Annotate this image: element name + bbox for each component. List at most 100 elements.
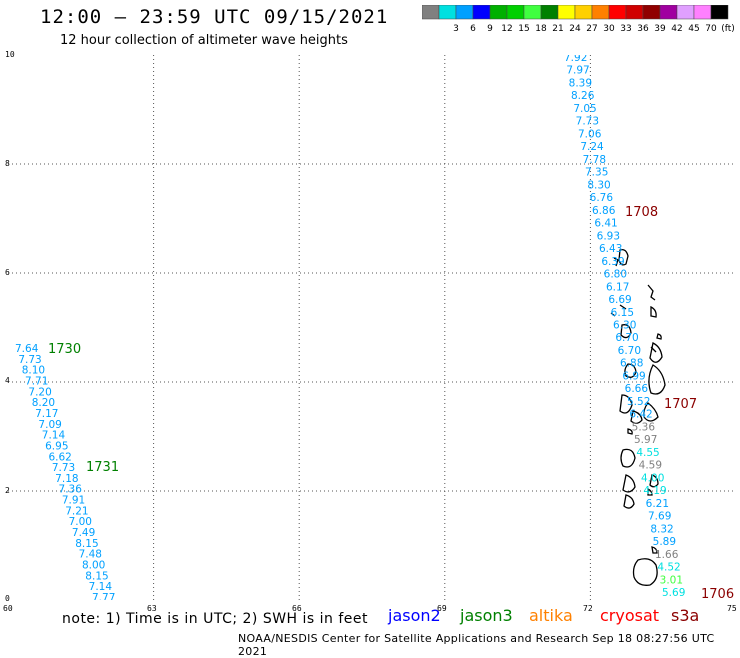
legend-swatch xyxy=(659,4,678,20)
legend-label: 36 xyxy=(637,24,649,34)
swh-value: 6.42 xyxy=(629,409,652,421)
atoll-outline xyxy=(649,342,663,363)
atoll-outline xyxy=(630,410,643,424)
legend-label: 70 xyxy=(705,24,717,34)
legend-swatch xyxy=(421,4,440,20)
legend-swatch xyxy=(693,4,712,20)
atoll-outline xyxy=(618,248,629,266)
atoll-outline xyxy=(610,312,616,317)
footer-source: NOAA/NESDIS Center for Satellite Applica… xyxy=(238,632,715,658)
legend-label: 33 xyxy=(620,24,631,34)
legend-swatch xyxy=(591,4,610,20)
satellite-name: altika xyxy=(529,606,573,625)
time-label: 1731 xyxy=(86,460,119,475)
legend-label: 42 xyxy=(671,24,682,34)
swh-value: 7.06 xyxy=(578,128,602,140)
swh-value: 7.48 xyxy=(79,549,102,561)
swh-value: 6.17 xyxy=(606,281,629,293)
atoll-outline xyxy=(632,558,658,586)
atoll-outline xyxy=(622,474,636,493)
legend-swatch xyxy=(625,4,644,20)
atoll-outline xyxy=(620,448,636,468)
swh-value: 7.14 xyxy=(42,430,66,442)
grid-lines xyxy=(8,55,736,600)
legend-swatch xyxy=(710,4,729,20)
legend-label: 3 xyxy=(453,24,459,34)
swh-value: 8.26 xyxy=(571,90,595,102)
swh-labels: 7.927.978.398.267.057.737.067.247.787.35… xyxy=(15,55,734,600)
swh-value: 8.10 xyxy=(22,365,45,377)
atoll-outline xyxy=(619,304,627,310)
swh-value: 7.73 xyxy=(576,116,599,128)
swh-value: 8.39 xyxy=(569,77,592,89)
legend-swatch xyxy=(574,4,593,20)
legend-swatch xyxy=(472,4,491,20)
swh-value: 6.41 xyxy=(594,218,617,230)
swh-value: 6.62 xyxy=(48,451,71,463)
legend-label: 24 xyxy=(569,24,581,34)
map-subtitle: 12 hour collection of altimeter wave hei… xyxy=(60,33,348,48)
atoll-outline xyxy=(619,394,633,414)
legend-label: 18 xyxy=(535,24,547,34)
swh-value: 8.20 xyxy=(32,397,55,409)
legend-swatch xyxy=(523,4,542,20)
legend-swatch xyxy=(438,4,457,20)
swh-value: 6.30 xyxy=(613,320,636,332)
legend-swatch xyxy=(608,4,627,20)
footer-note: note: 1) Time is in UTC; 2) SWH is in fe… xyxy=(62,611,369,627)
legend-label: 12 xyxy=(501,24,512,34)
swh-value: 4.55 xyxy=(636,447,659,459)
atoll-outline xyxy=(647,487,653,496)
y-tick-label: 10 xyxy=(5,50,15,59)
legend-swatch xyxy=(642,4,661,20)
swh-value: 6.70 xyxy=(618,345,641,357)
swh-value: 6.99 xyxy=(622,370,645,382)
swh-value: 7.73 xyxy=(18,354,41,366)
swh-value: 4.59 xyxy=(639,460,662,472)
swh-value: 8.00 xyxy=(82,560,105,572)
swh-value: 7.73 xyxy=(52,462,75,474)
atoll-outline xyxy=(624,363,637,378)
legend-label: 39 xyxy=(654,24,666,34)
map-svg: 7.927.978.398.267.057.737.067.247.787.35… xyxy=(8,55,736,600)
y-tick-label: 6 xyxy=(5,268,10,277)
legend-label: 30 xyxy=(603,24,615,34)
swh-value: 4.00 xyxy=(641,472,664,484)
atoll-outline xyxy=(613,257,619,267)
swh-value: 6.43 xyxy=(599,243,622,255)
legend-label: 9 xyxy=(487,24,493,34)
swh-value: 5.89 xyxy=(653,536,676,548)
swh-value: 7.97 xyxy=(566,65,589,77)
swh-value: 7.78 xyxy=(583,154,606,166)
atoll-outline xyxy=(647,284,656,301)
x-tick-label: 66 xyxy=(292,604,302,613)
legend-label: 21 xyxy=(552,24,563,34)
swh-value: 7.05 xyxy=(573,103,596,115)
satellite-name: jason3 xyxy=(460,606,513,625)
swh-value: 6.39 xyxy=(601,256,624,268)
swh-value: 7.64 xyxy=(15,343,39,355)
swh-value: 7.24 xyxy=(580,141,604,153)
satellite-name: cryosat xyxy=(600,606,660,625)
swh-value: 6.93 xyxy=(597,230,620,242)
swh-value: 7.69 xyxy=(648,511,671,523)
y-tick-label: 0 xyxy=(5,594,10,603)
map-plot: 7.92 7.97 8.39 8.26 7.05 7.73 7.06 7.24 7.78 7.35… xyxy=(8,55,736,600)
swh-value: 7.21 xyxy=(65,505,88,517)
time-label: 1730 xyxy=(48,342,81,357)
legend-swatch xyxy=(489,4,508,20)
x-tick-label: 63 xyxy=(147,604,157,613)
time-label: 1706 xyxy=(701,587,734,600)
atoll-outline xyxy=(623,494,635,509)
swh-value: 5.69 xyxy=(662,587,685,599)
legend-label: 27 xyxy=(586,24,597,34)
swh-value: 6.80 xyxy=(604,269,627,281)
y-tick-label: 8 xyxy=(5,159,10,168)
x-tick-label: 69 xyxy=(437,604,447,613)
swh-value: 6.95 xyxy=(45,440,68,452)
legend-swatch xyxy=(540,4,559,20)
swh-value: 5.52 xyxy=(627,396,650,408)
swh-value: 4.52 xyxy=(657,562,680,574)
atoll-outline xyxy=(643,402,659,422)
swh-value: 6.76 xyxy=(590,192,614,204)
